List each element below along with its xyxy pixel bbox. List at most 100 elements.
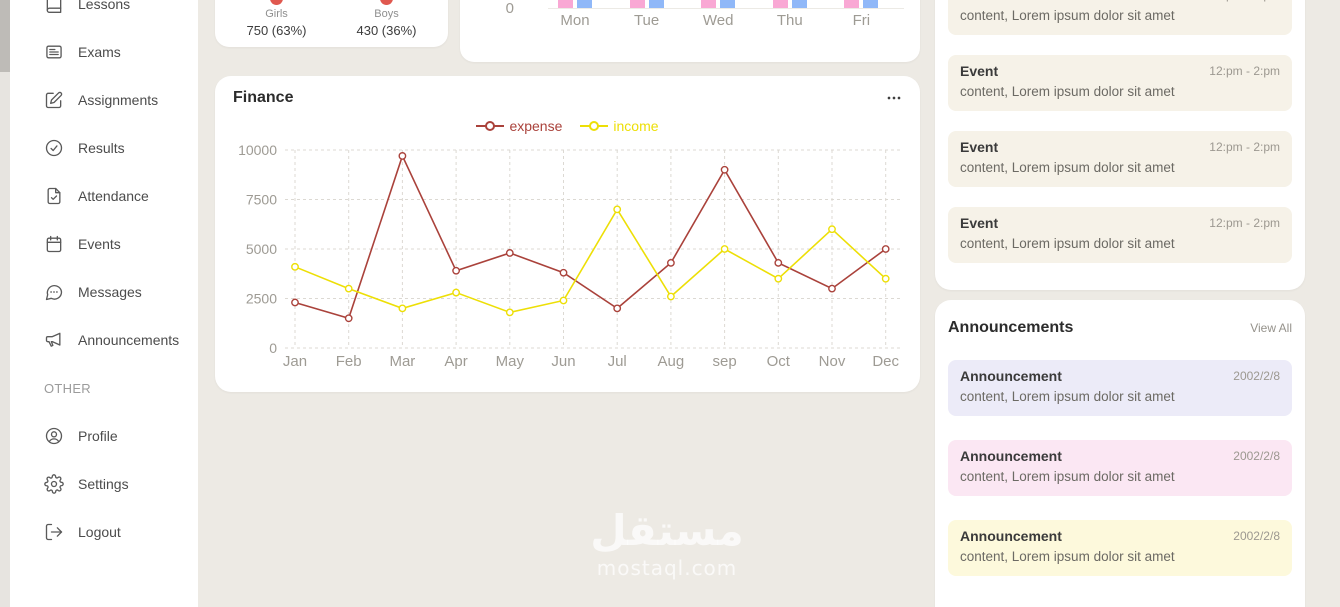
expense-point xyxy=(828,284,836,293)
attendance-bar-series-pink xyxy=(701,0,717,8)
income-point xyxy=(291,262,299,271)
scrollbar-track[interactable] xyxy=(0,0,10,607)
attendance-bar-series-blue xyxy=(648,0,664,8)
event-card: Event 12:pm - 2:pm content, Lorem ipsum … xyxy=(948,207,1292,263)
expense-point xyxy=(344,314,353,323)
sidebar-item-assignments[interactable]: Assignments xyxy=(44,76,198,124)
finance-y-tick-label: 2500 xyxy=(246,291,277,307)
sidebar-item-results[interactable]: Results xyxy=(44,124,198,172)
calendar-icon xyxy=(44,234,64,254)
sidebar-item-logout[interactable]: Logout xyxy=(44,508,198,556)
sidebar-item-messages[interactable]: Messages xyxy=(44,268,198,316)
income-point xyxy=(881,274,890,283)
boys-value: 430 (36%) xyxy=(356,23,417,38)
event-title: Event xyxy=(960,139,999,155)
attendance-bar-series-pink xyxy=(629,0,645,8)
sidebar-item-settings[interactable]: Settings xyxy=(44,460,198,508)
attendance-bar-series-blue xyxy=(577,0,592,8)
boys-dot-icon xyxy=(380,0,393,5)
boys-stat: Boys 430 (36%) xyxy=(356,0,418,38)
announcement-title: Announcement xyxy=(960,368,1062,384)
income-point xyxy=(344,284,353,293)
attendance-bar-chart: 0 Mon Tue Wed Thu Fri xyxy=(460,0,920,62)
more-options-icon[interactable] xyxy=(884,88,904,108)
finance-y-tick-label: 10000 xyxy=(238,142,277,158)
girls-dot-icon xyxy=(270,0,283,5)
announcement-header: Announcement 2002/2/8 xyxy=(960,528,1280,544)
announcement-content: content, Lorem ipsum dolor sit amet xyxy=(960,389,1175,404)
sidebar-item-attendance[interactable]: Attendance xyxy=(44,172,198,220)
sidebar-item-label: Messages xyxy=(78,284,142,300)
finance-y-tick-label: 7500 xyxy=(246,192,277,208)
event-card: Event 12:pm - 2:pm content, Lorem ipsum … xyxy=(948,0,1292,35)
event-header: Event 12:pm - 2:pm xyxy=(960,139,1280,155)
sidebar-menu: Lessons Exams Assignments Results xyxy=(10,0,198,556)
announcement-date: 2002/2/8 xyxy=(1233,369,1280,383)
event-card: Event 12:pm - 2:pm content, Lorem ipsum … xyxy=(948,55,1292,111)
finance-x-tick-label: Dec xyxy=(872,353,899,370)
expense-legend-icon xyxy=(476,120,505,132)
expense-point xyxy=(291,298,299,307)
scrollbar-thumb[interactable] xyxy=(0,0,10,72)
event-content: content, Lorem ipsum dolor sit amet xyxy=(960,160,1175,175)
attendance-x-label: Fri xyxy=(852,12,871,29)
expense-point xyxy=(398,152,407,160)
announcements-title: Announcements xyxy=(948,319,1074,336)
demographics-card: Girls 750 (63%) Boys 430 (36%) xyxy=(215,0,448,47)
sidebar-item-label: Events xyxy=(78,236,121,252)
attendance-x-label: Thu xyxy=(776,12,803,29)
income-line xyxy=(294,207,887,314)
sidebar-item-exams[interactable]: Exams xyxy=(44,28,198,76)
view-all-link[interactable]: View All xyxy=(1250,321,1292,335)
attendance-axis-line xyxy=(548,8,904,9)
sidebar-item-lessons[interactable]: Lessons xyxy=(44,0,198,28)
event-time: 12:pm - 2:pm xyxy=(1209,0,1280,2)
legend-income[interactable]: income xyxy=(580,118,659,134)
announcement-card: Announcement 2002/2/8 content, Lorem ips… xyxy=(948,360,1292,416)
finance-header: Finance xyxy=(233,88,904,108)
events-panel: Event 12:pm - 2:pm content, Lorem ipsum … xyxy=(935,0,1305,290)
sidebar-item-announcements[interactable]: Announcements xyxy=(44,316,198,364)
finance-x-tick-label: Jul xyxy=(608,353,627,370)
event-title: Event xyxy=(960,63,999,79)
announcements-panel: Announcements View All Announcement 2002… xyxy=(935,300,1305,607)
finance-x-tick-label: May xyxy=(496,353,525,370)
event-header: Event 12:pm - 2:pm xyxy=(960,215,1280,231)
expense-point xyxy=(774,258,783,267)
attendance-bar-series-pink xyxy=(558,0,573,8)
expense-point xyxy=(881,245,890,253)
sidebar-item-profile[interactable]: Profile xyxy=(44,412,198,460)
finance-x-tick-label: Nov xyxy=(819,353,846,370)
finance-x-tick-label: Apr xyxy=(444,353,467,370)
logout-icon xyxy=(44,522,64,542)
expense-line xyxy=(294,153,887,320)
expense-point xyxy=(452,266,461,275)
sidebar-item-label: Lessons xyxy=(78,0,131,12)
event-time: 12:pm - 2:pm xyxy=(1209,216,1280,230)
event-title: Event xyxy=(960,215,999,231)
legend-expense[interactable]: expense xyxy=(476,118,562,134)
watermark-domain-text: mostaql.com xyxy=(596,556,738,581)
girls-value: 750 (63%) xyxy=(246,23,307,38)
book-icon xyxy=(44,0,64,14)
attendance-chart-card: 0 Mon Tue Wed Thu Fri xyxy=(460,0,920,62)
event-title: Event xyxy=(960,0,998,3)
expense-point xyxy=(666,258,675,267)
sidebar-item-label: Announcements xyxy=(78,332,180,348)
income-point xyxy=(774,274,783,283)
announcements-header: Announcements View All xyxy=(948,318,1292,338)
assignment-icon xyxy=(44,90,64,110)
attendance-y-tick: 0 xyxy=(505,0,514,17)
event-content: content, Lorem ipsum dolor sit amet xyxy=(960,84,1175,99)
results-icon xyxy=(44,138,64,158)
sidebar-item-label: Profile xyxy=(78,428,118,444)
sidebar-item-events[interactable]: Events xyxy=(44,220,198,268)
announcement-card: Announcement 2002/2/8 content, Lorem ips… xyxy=(948,440,1292,496)
sidebar-item-label: Settings xyxy=(78,476,129,492)
event-time: 12:pm - 2:pm xyxy=(1209,140,1280,154)
finance-x-tick-label: Feb xyxy=(336,353,362,370)
sidebar-item-label: Results xyxy=(78,140,125,156)
sidebar-section-other: OTHER xyxy=(44,380,91,396)
finance-x-tick-label: Mar xyxy=(389,353,415,370)
income-legend-icon xyxy=(580,120,609,132)
